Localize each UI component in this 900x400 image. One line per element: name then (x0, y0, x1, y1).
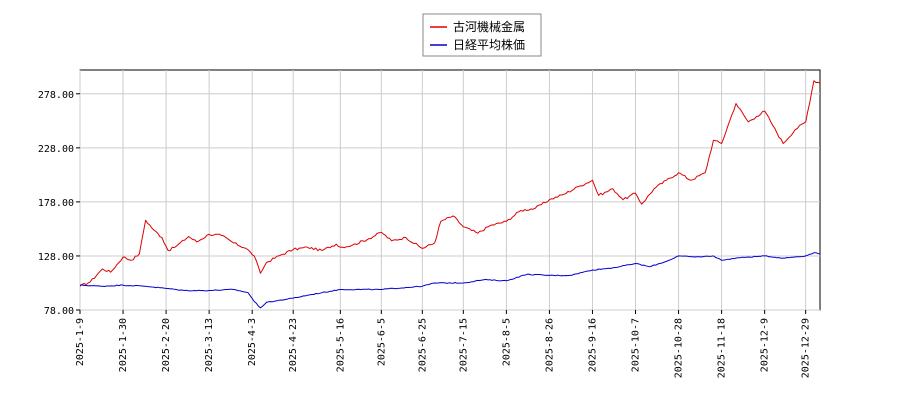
x-tick-label: 2025-4-23 (288, 318, 299, 372)
x-tick-label: 2025-8-5 (501, 318, 512, 366)
series-line-nikkei (79, 252, 821, 309)
x-tick-label: 2025-6-25 (417, 318, 428, 372)
x-tick-label: 2025-10-7 (631, 318, 642, 372)
plot-area (79, 69, 821, 311)
legend: 古河機械金属 日経平均株価 (422, 13, 542, 57)
legend-label-furukawa: 古河機械金属 (453, 19, 525, 34)
series-lines (79, 80, 821, 309)
grid-lines (79, 70, 820, 311)
x-tick-label: 2025-8-26 (544, 318, 555, 372)
y-axis-ticks: 78.00 128.00 178.00 228.00 278.00 (38, 90, 80, 317)
y-tick-label: 278.00 (38, 90, 74, 101)
x-tick-label: 2025-6-5 (376, 318, 387, 366)
x-tick-label: 2025-12-29 (801, 318, 812, 378)
y-tick-label: 128.00 (38, 252, 74, 263)
x-tick-label: 2025-1-30 (118, 318, 129, 372)
x-tick-label: 2025-2-20 (161, 318, 172, 372)
x-axis-ticks: 2025-1-9 2025-1-30 2025-2-20 2025-3-13 2025-… (75, 310, 812, 378)
x-tick-label: 2025-12-9 (760, 318, 771, 372)
y-tick-label: 178.00 (38, 198, 74, 209)
x-tick-label: 2025-11-18 (717, 318, 728, 378)
legend-box (422, 13, 542, 57)
x-tick-label: 2025-10-28 (674, 318, 685, 378)
y-tick-label: 228.00 (38, 144, 74, 155)
y-tick-label: 78.00 (44, 306, 74, 317)
series-line-furukawa (79, 80, 821, 287)
x-tick-label: 2025-1-9 (75, 318, 86, 366)
x-tick-label: 2025-5-16 (335, 318, 346, 372)
legend-label-nikkei: 日経平均株価 (453, 37, 525, 52)
x-tick-label: 2025-9-16 (587, 318, 598, 372)
x-tick-label: 2025-4-3 (247, 318, 258, 366)
x-tick-label: 2025-7-15 (458, 318, 469, 372)
x-tick-label: 2025-3-13 (204, 318, 215, 372)
